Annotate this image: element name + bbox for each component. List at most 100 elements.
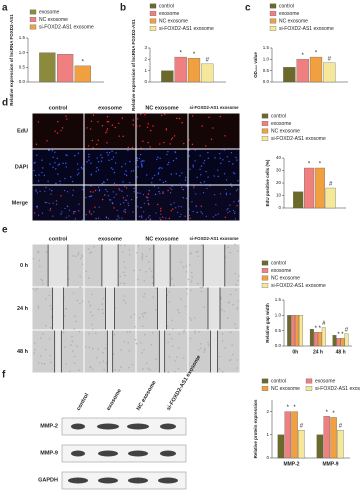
cell-dot — [88, 212, 91, 214]
cell-dot — [121, 217, 123, 219]
texture — [207, 341, 209, 344]
cell-dot — [90, 162, 92, 164]
cell-dot — [36, 207, 38, 209]
texture — [136, 278, 139, 281]
cell-dot — [81, 219, 83, 221]
cell-dot — [221, 149, 223, 151]
cell-dot — [114, 162, 117, 164]
cell-dot — [137, 118, 139, 120]
significance-marker: * — [332, 411, 335, 417]
texture — [81, 300, 84, 303]
texture — [90, 251, 93, 253]
bar — [39, 52, 56, 83]
cell-dot — [157, 172, 160, 174]
cell-dot — [55, 168, 57, 170]
cell-dot — [49, 188, 51, 190]
cell-dot — [61, 127, 64, 129]
texture — [198, 331, 201, 333]
cell-dot — [49, 207, 52, 210]
bar — [296, 59, 309, 83]
texture — [224, 347, 227, 349]
texture — [102, 351, 104, 354]
cell-dot — [185, 176, 187, 179]
cell-dot — [139, 113, 142, 115]
cell-dot — [41, 171, 43, 174]
cell-dot — [107, 148, 109, 151]
bar — [174, 56, 187, 83]
y-tick-label: 0.5 — [275, 328, 282, 333]
cell-dot — [147, 202, 149, 204]
cell-dot — [224, 216, 226, 218]
bar — [332, 335, 337, 347]
wound-gap — [210, 330, 218, 373]
cell-dot — [175, 157, 178, 160]
legend-label: NC exosome — [39, 17, 68, 23]
texture — [203, 351, 205, 353]
cell-dot — [136, 176, 139, 178]
texture — [143, 312, 146, 314]
x-tick-label: MMP-2 — [283, 461, 299, 467]
cell-dot — [91, 139, 94, 142]
cell-dot — [47, 180, 49, 182]
legend-label: control — [159, 3, 174, 9]
cell-dot — [135, 164, 138, 166]
cell-dot — [121, 166, 123, 168]
y-tick-label: 0.0 — [263, 79, 270, 84]
x-tick-label: 48 h — [336, 349, 346, 355]
texture — [230, 331, 232, 334]
cell-dot — [208, 116, 210, 119]
cell-dot — [35, 189, 37, 191]
y-axis-label: Relative expression of lncRNA FOXD2-AS1 — [9, 14, 14, 106]
cell-dot — [103, 181, 105, 183]
texture — [49, 338, 51, 340]
texture — [192, 370, 195, 372]
legend-swatch — [261, 283, 269, 288]
cell-dot — [217, 175, 219, 178]
texture — [168, 355, 171, 358]
cell-dot — [85, 196, 87, 199]
texture — [44, 324, 47, 327]
cell-dot — [122, 197, 125, 199]
texture — [191, 276, 194, 278]
legend-swatch — [269, 26, 277, 31]
cell-dot — [219, 157, 221, 159]
cell-dot — [230, 183, 232, 185]
cell-dot — [158, 190, 160, 193]
cell-dot — [57, 173, 59, 175]
texture — [134, 326, 136, 328]
cell-dot — [201, 213, 204, 215]
texture — [197, 357, 199, 359]
cell-dot — [86, 127, 88, 129]
cell-dot — [143, 202, 145, 204]
cell-dot — [140, 215, 143, 217]
texture — [84, 346, 87, 348]
column-header: si-FOXD2-AS1 exosome — [190, 236, 240, 241]
texture — [177, 367, 180, 370]
cell-dot — [214, 157, 216, 159]
cell-dot — [201, 125, 203, 127]
cell-dot — [98, 186, 100, 188]
cell-dot — [180, 213, 182, 215]
texture — [178, 311, 181, 314]
cell-dot — [83, 165, 86, 168]
texture — [139, 342, 142, 344]
cell-dot — [203, 162, 205, 164]
texture — [150, 343, 153, 346]
texture — [87, 277, 90, 280]
cell-dot — [107, 121, 110, 123]
cell-dot — [149, 146, 151, 148]
texture — [147, 367, 150, 370]
y-axis-label: Relative protein expression — [253, 399, 258, 458]
cell-dot — [207, 157, 209, 159]
cell-dot — [160, 207, 162, 210]
texture — [194, 332, 196, 334]
cell-dot — [229, 204, 231, 206]
cell-dot — [151, 182, 153, 184]
texture — [36, 287, 38, 290]
cell-dot — [106, 115, 109, 118]
significance-marker: # — [328, 56, 332, 62]
texture — [69, 370, 71, 373]
cell-dot — [217, 169, 219, 171]
y-tick-label: 1.0 — [263, 57, 270, 62]
cell-dot — [149, 219, 152, 221]
